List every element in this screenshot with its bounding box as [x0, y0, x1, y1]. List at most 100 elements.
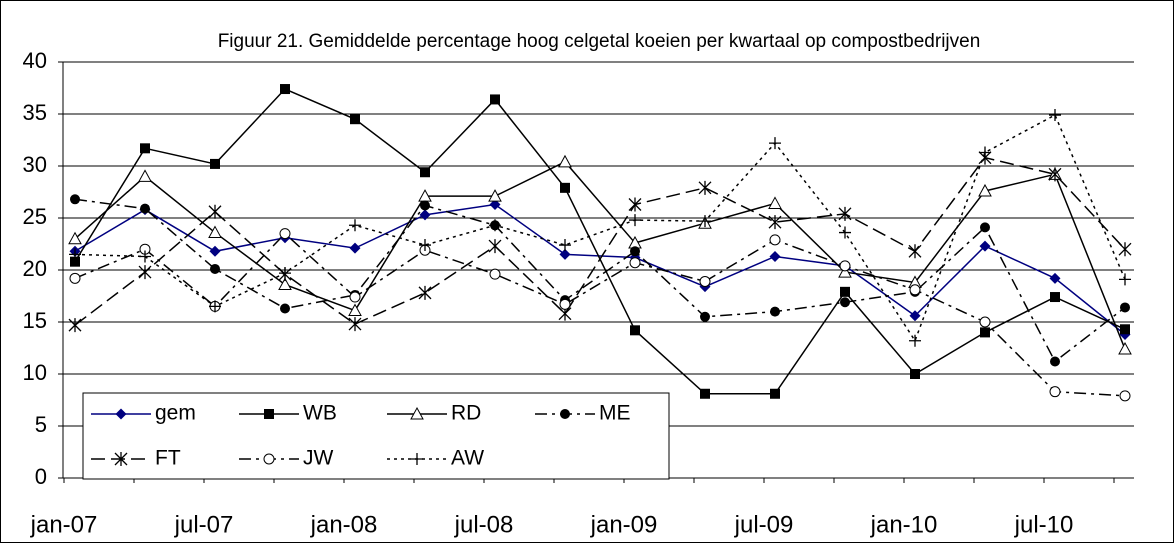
- legend-label: FT: [155, 447, 181, 470]
- marker-shape: [630, 325, 640, 336]
- marker-shape: [910, 369, 920, 379]
- data-point: [1050, 292, 1060, 303]
- marker-shape: [69, 272, 81, 284]
- x-tick-label: jan-08: [310, 511, 378, 538]
- data-point: [769, 234, 781, 246]
- data-point: [210, 158, 220, 169]
- data-point: [980, 222, 990, 233]
- data-point: [280, 303, 290, 314]
- y-tick-label: 25: [23, 204, 47, 229]
- data-point: [420, 167, 430, 178]
- data-point: [700, 311, 710, 322]
- legend-label: WB: [303, 402, 337, 425]
- marker-shape: [208, 225, 222, 239]
- marker-shape: [980, 222, 990, 233]
- data-point: [699, 275, 711, 287]
- data-point: [140, 203, 150, 214]
- data-point: [630, 246, 640, 257]
- data-point: [350, 114, 360, 125]
- data-point: [68, 231, 82, 245]
- marker-shape: [419, 209, 431, 221]
- data-point: [1118, 341, 1132, 355]
- data-point: [419, 209, 431, 221]
- marker-shape: [138, 265, 152, 280]
- marker-shape: [1049, 272, 1061, 284]
- marker-shape: [699, 275, 711, 287]
- legend-label: JW: [303, 447, 334, 470]
- marker-shape: [349, 219, 361, 232]
- marker-shape: [209, 300, 221, 313]
- marker-shape: [278, 277, 292, 291]
- legend-marker: [263, 453, 275, 465]
- series-line: [74, 113, 1126, 343]
- data-point: [139, 250, 151, 263]
- marker-shape: [410, 406, 424, 420]
- marker-shape: [909, 334, 921, 347]
- marker-shape: [348, 303, 362, 317]
- marker-shape: [560, 182, 570, 193]
- data-point: [909, 310, 921, 322]
- data-point: [1119, 273, 1131, 286]
- marker-shape: [264, 409, 274, 419]
- marker-shape: [209, 245, 221, 257]
- data-point: [279, 228, 291, 240]
- legend: gem WB RD ME FT JW AW: [82, 392, 670, 480]
- y-tick-label: 20: [23, 256, 47, 281]
- data-point: [68, 318, 82, 333]
- data-point: [629, 214, 641, 227]
- marker-shape: [210, 158, 220, 169]
- y-tick-label: 10: [23, 360, 47, 385]
- data-point: [1119, 390, 1131, 402]
- marker-shape: [628, 197, 642, 212]
- data-point: [418, 285, 432, 300]
- marker-shape: [489, 198, 501, 210]
- marker-shape: [1050, 292, 1060, 303]
- marker-shape: [769, 137, 781, 150]
- marker-shape: [210, 263, 220, 274]
- data-point: [280, 84, 290, 95]
- data-point: [209, 300, 221, 313]
- data-point: [560, 182, 570, 193]
- data-point: [1118, 242, 1132, 257]
- marker-shape: [700, 311, 710, 322]
- marker-shape: [490, 94, 500, 105]
- series-line: [74, 198, 1126, 363]
- y-tick-label: 30: [23, 152, 47, 177]
- data-point: [489, 198, 501, 210]
- legend-marker: [560, 409, 570, 419]
- marker-shape: [1120, 324, 1130, 335]
- marker-shape: [979, 240, 991, 252]
- data-point: [770, 306, 780, 317]
- data-point: [490, 94, 500, 105]
- data-point: [840, 286, 850, 297]
- marker-shape: [115, 408, 127, 420]
- data-point: [278, 277, 292, 291]
- legend-marker: [264, 409, 274, 419]
- marker-shape: [908, 244, 922, 259]
- marker-shape: [840, 286, 850, 297]
- data-point: [419, 239, 431, 252]
- marker-shape: [419, 239, 431, 252]
- marker-shape: [279, 228, 291, 240]
- series-line: [74, 160, 1126, 350]
- data-point: [70, 256, 80, 267]
- legend-marker: [115, 408, 127, 420]
- data-point: [839, 226, 851, 239]
- marker-shape: [488, 189, 502, 202]
- marker-shape: [909, 284, 921, 296]
- marker-shape: [770, 306, 780, 317]
- marker-shape: [1049, 386, 1061, 398]
- data-point: [348, 303, 362, 317]
- marker-shape: [1118, 242, 1132, 257]
- data-point: [699, 215, 711, 228]
- data-point: [908, 244, 922, 259]
- data-point: [769, 137, 781, 150]
- data-point: [69, 272, 81, 284]
- data-point: [980, 327, 990, 338]
- data-point: [979, 146, 991, 159]
- data-point: [138, 265, 152, 280]
- data-point: [489, 219, 501, 232]
- data-point: [348, 317, 362, 332]
- data-point: [630, 325, 640, 336]
- marker-shape: [560, 409, 570, 419]
